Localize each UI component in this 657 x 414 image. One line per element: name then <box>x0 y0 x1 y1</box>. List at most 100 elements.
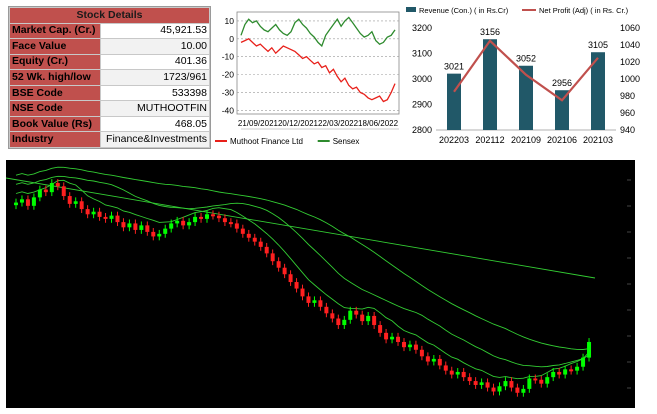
moving-average-line <box>15 166 590 350</box>
candle-body <box>258 241 263 247</box>
candle-body <box>228 222 233 225</box>
y-tick-label: -10 <box>222 52 235 62</box>
candle-body <box>246 233 251 238</box>
candle-body <box>437 358 442 366</box>
candle-body <box>276 261 281 268</box>
row-value: 401.36 <box>99 53 211 71</box>
y-right-tick-label: 1020 <box>620 57 640 67</box>
row-value: Finance&Investments <box>99 131 211 148</box>
bar-data-label: 3156 <box>480 27 500 37</box>
candle-body <box>348 310 353 320</box>
x-tick-label: 202106 <box>547 135 577 145</box>
candle-body <box>19 199 24 203</box>
candle-body <box>43 189 48 193</box>
table-row: 52 Wk. high/low 1723/961 <box>9 69 211 86</box>
row-label: BSE Code <box>9 84 101 102</box>
candle-body <box>515 387 520 393</box>
series-line <box>240 16 396 48</box>
candle-body <box>163 228 168 234</box>
candle-body <box>372 315 377 326</box>
candle-body <box>557 371 562 375</box>
candle-body <box>419 349 424 357</box>
chart-background <box>6 160 635 408</box>
bar-data-label: 3052 <box>516 54 536 64</box>
candle-body <box>306 296 311 303</box>
candle-body <box>521 388 526 393</box>
y-left-tick-label: 3000 <box>412 74 432 84</box>
candle-body <box>366 315 371 322</box>
candle-body <box>503 381 508 387</box>
moving-average-line <box>6 177 596 279</box>
candle-body <box>216 215 221 219</box>
moving-average-line <box>15 179 590 380</box>
candle-body <box>234 223 239 229</box>
candle-body <box>294 282 299 289</box>
candle-body <box>187 222 192 226</box>
candle-body <box>270 253 275 262</box>
candle-body <box>79 201 84 210</box>
row-value: MUTHOOTFIN <box>99 100 211 117</box>
candle-body <box>205 214 210 219</box>
x-tick-labels: 21/09/202120/12/202122/03/202218/06/2022 <box>238 119 399 128</box>
row-value: 10.00 <box>99 38 211 55</box>
legend-label: Revenue (Con.) ( in Rs.Cr) <box>419 6 509 15</box>
legend-swatch <box>406 7 416 12</box>
candle-body <box>485 382 490 388</box>
candle-body <box>61 186 66 197</box>
x-tick-label: 202112 <box>475 135 504 145</box>
y-right-tick-label: 960 <box>620 108 635 118</box>
candle-body <box>115 215 120 223</box>
candle-body <box>318 300 323 307</box>
candle-body <box>55 183 60 187</box>
row-label: Face Value <box>9 38 101 55</box>
y-tick-label: -20 <box>222 70 235 80</box>
candle-body <box>336 318 341 326</box>
candle-body <box>575 366 580 371</box>
candle-body <box>360 314 365 322</box>
table-row: Industry Finance&Investments <box>9 131 211 148</box>
candle-body <box>581 357 586 367</box>
table-row: Book Value (Rs) 468.05 <box>9 115 211 133</box>
candle-body <box>67 196 72 204</box>
candle-body <box>563 369 568 375</box>
candle-body <box>282 267 287 275</box>
row-label: Book Value (Rs) <box>9 115 101 133</box>
bar-data-label: 3021 <box>444 62 464 72</box>
candle-body <box>401 341 406 348</box>
row-label: Market Cap. (Cr.) <box>9 22 101 40</box>
candle-body <box>527 378 532 389</box>
price-candlestick-chart <box>6 160 635 408</box>
candle-body <box>413 344 418 350</box>
y-right-tick-label: 1060 <box>620 23 640 33</box>
candle-body <box>25 199 30 206</box>
moving-average-line <box>15 175 590 368</box>
candle-body <box>97 211 102 217</box>
candle-body <box>533 378 538 381</box>
candle-body <box>473 381 478 385</box>
candle-body <box>109 215 114 219</box>
candle-body <box>455 371 460 375</box>
y-left-tick-label: 3100 <box>412 49 432 59</box>
candle-body <box>151 231 156 237</box>
candle-body <box>264 246 269 254</box>
candle-body <box>14 202 18 206</box>
series-line <box>240 38 396 103</box>
candle-body <box>312 300 317 303</box>
candle-body <box>193 216 198 223</box>
y-left-tick-label: 3200 <box>412 23 432 33</box>
candle-body <box>497 386 502 392</box>
candle-body <box>390 336 395 340</box>
x-tick-label: 202109 <box>511 135 541 145</box>
candle-body <box>288 274 293 283</box>
candle-body <box>443 365 448 371</box>
legend-label: Muthoot Finance Ltd <box>230 137 303 146</box>
legend-label: Sensex <box>333 137 360 146</box>
candle-body <box>342 319 347 326</box>
candle-body <box>181 220 186 226</box>
y-tick-label: -30 <box>222 88 235 98</box>
candle-body <box>145 225 150 232</box>
y-tick-label: 0 <box>229 34 234 44</box>
stock-details-table: Stock Details Market Cap. (Cr.) 45,921.53… <box>9 7 211 148</box>
x-tick-label: 202103 <box>583 135 613 145</box>
candle-body <box>49 183 54 193</box>
